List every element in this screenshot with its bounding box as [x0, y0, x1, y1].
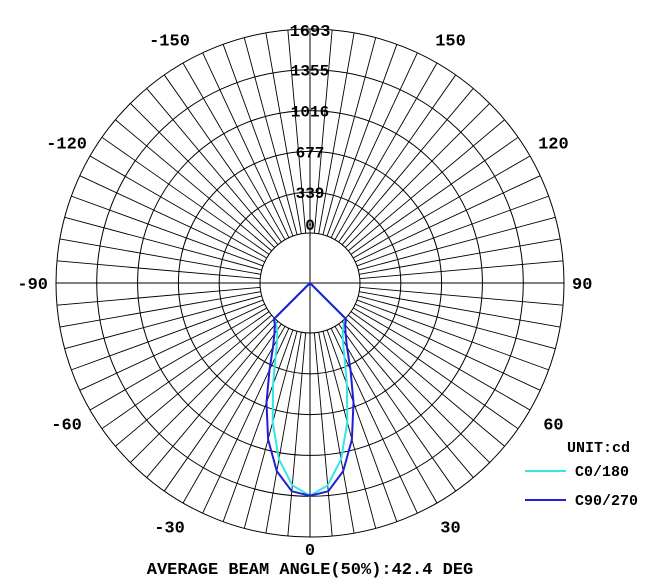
grid-spoke	[71, 195, 264, 267]
angle-label: 150	[435, 33, 466, 52]
legend-label-c90-270: C90/270	[575, 493, 638, 510]
grid-spoke	[313, 332, 333, 537]
polar-curves	[265, 282, 355, 497]
grid-spoke	[345, 103, 490, 248]
grid-spoke	[64, 295, 262, 350]
grid-spoke	[115, 314, 272, 447]
grid-spoke	[318, 32, 355, 234]
grid-spoke	[330, 52, 418, 238]
grid-ring	[218, 191, 402, 375]
grid-spoke	[56, 286, 261, 306]
grid-spoke	[89, 155, 267, 259]
angle-label: 30	[440, 519, 460, 538]
grid-ring	[177, 150, 443, 416]
series-curve-c90-270	[265, 282, 355, 497]
grid-ring	[259, 232, 361, 334]
grid-spoke	[146, 321, 279, 478]
radial-tick-label: 0	[305, 217, 315, 235]
grid-spoke	[115, 119, 272, 252]
angle-label: -60	[51, 417, 82, 436]
grid-spoke	[359, 238, 561, 275]
grid-spoke	[353, 307, 531, 411]
radial-tick-label: 1355	[291, 63, 329, 81]
grid-spoke	[163, 323, 282, 492]
grid-spoke	[345, 318, 490, 463]
grid-spoke	[163, 74, 282, 243]
angle-label: 90	[572, 276, 592, 295]
grid-spoke	[356, 299, 549, 371]
grid-spoke	[318, 332, 355, 534]
radial-tick-label: 339	[296, 185, 325, 203]
grid-spoke	[334, 326, 438, 504]
grid-spoke	[79, 303, 265, 391]
angle-label: 0	[305, 542, 315, 561]
grid-spoke	[359, 291, 561, 328]
grid-spoke	[222, 44, 294, 237]
grid-spoke	[79, 175, 265, 263]
grid-spoke	[202, 52, 290, 238]
grid-spoke	[130, 318, 275, 463]
grid-spoke	[350, 136, 519, 255]
grid-ring	[137, 110, 483, 456]
angle-label: -120	[46, 136, 87, 155]
angle-label: -90	[17, 276, 48, 295]
grid-spoke	[222, 329, 294, 522]
grid-spoke	[355, 303, 541, 391]
angle-label: -150	[149, 33, 190, 52]
grid-spoke	[146, 88, 279, 245]
legend-label-c0-180: C0/180	[575, 464, 629, 481]
grid-spoke	[322, 37, 377, 235]
grid-spoke	[243, 331, 298, 529]
angle-label: -30	[154, 519, 185, 538]
unit-label: UNIT:cd	[567, 440, 630, 457]
grid-spoke	[287, 29, 307, 234]
radial-tick-label: 1016	[291, 104, 329, 122]
grid-spoke	[356, 195, 549, 267]
grid-spoke	[338, 323, 457, 492]
grid-spoke	[353, 155, 531, 259]
grid-spoke	[350, 311, 519, 430]
grid-spoke	[59, 291, 261, 328]
grid-spoke	[326, 44, 398, 237]
grid-spoke	[358, 216, 556, 271]
grid-spoke	[334, 62, 438, 240]
angle-label: 1693	[290, 23, 331, 42]
grid-spoke	[265, 332, 302, 534]
grid-spoke	[182, 62, 286, 240]
grid-spoke	[64, 216, 262, 271]
grid-spoke	[59, 238, 261, 275]
grid-spoke	[348, 314, 505, 447]
grid-spoke	[89, 307, 267, 411]
grid-spoke	[338, 74, 457, 243]
grid-spoke	[359, 286, 564, 306]
radial-tick-label: 677	[296, 144, 325, 162]
grid-ring	[55, 28, 565, 538]
grid-spoke	[341, 321, 474, 478]
radial-tick-labels: 0 339 677 1016 1355	[291, 63, 329, 235]
grid-spoke	[326, 329, 398, 522]
grid-spoke	[341, 88, 474, 245]
grid-spoke	[287, 332, 307, 537]
grid-spoke	[355, 175, 541, 263]
grid-spoke	[358, 295, 556, 350]
grid-spoke	[322, 331, 377, 529]
grid-spoke	[243, 37, 298, 235]
angle-labels: 0 30 60 90 120 150 1693 -30 -60 -90 -120 -150	[17, 23, 592, 561]
beam-angle-footer: AVERAGE BEAM ANGLE(50%):42.4 DEG	[147, 561, 473, 580]
grid-spoke	[56, 260, 261, 280]
grid-spoke	[359, 260, 564, 280]
grid-spoke	[101, 311, 270, 430]
polar-grid-rings	[55, 28, 565, 538]
angle-label: 120	[538, 136, 569, 155]
grid-spoke	[71, 299, 264, 371]
grid-spoke	[348, 119, 505, 252]
grid-spoke	[265, 32, 302, 234]
grid-spoke	[313, 29, 333, 234]
angle-label: 60	[543, 417, 563, 436]
legend: UNIT:cd C0/180 C90/270	[525, 440, 638, 510]
grid-spoke	[182, 326, 286, 504]
grid-spoke	[130, 103, 275, 248]
grid-spoke	[101, 136, 270, 255]
